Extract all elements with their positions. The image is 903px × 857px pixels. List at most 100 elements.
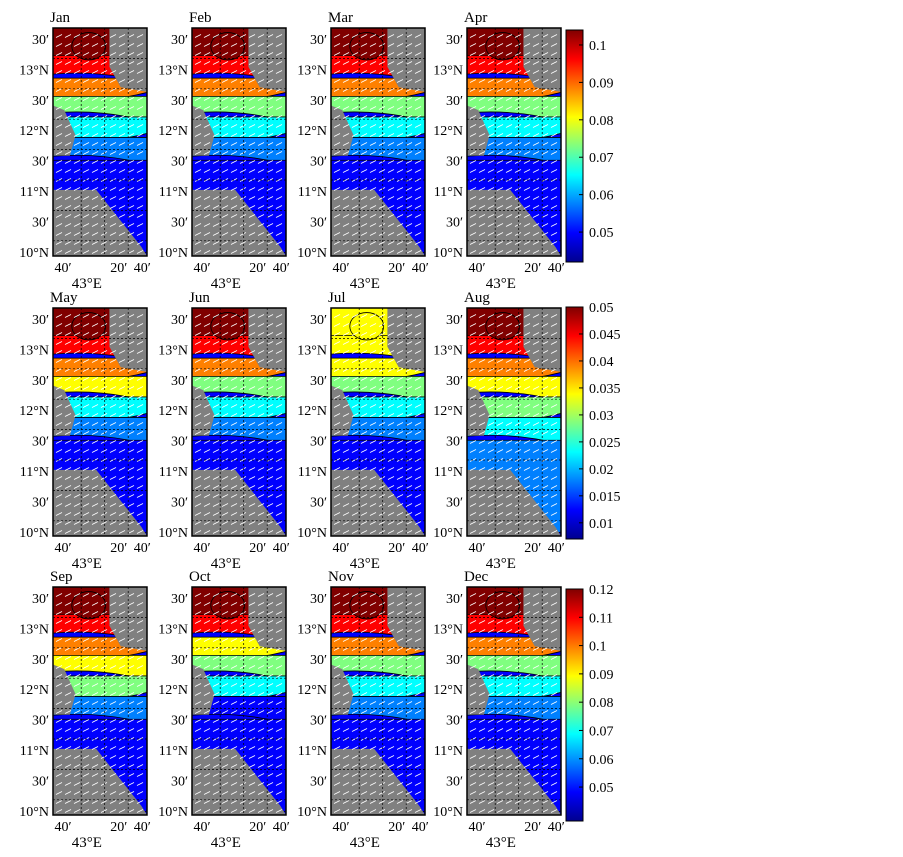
current-vectors [469, 314, 558, 534]
land-arabia [523, 308, 561, 372]
panel-title: Apr [464, 10, 487, 26]
panel-title: Oct [189, 569, 211, 585]
y-tick-label: 30′ [171, 714, 188, 729]
x-tick-label: 40′ [548, 820, 565, 835]
x-tick-label: 20′ [110, 261, 127, 276]
y-tick-label: 30′ [446, 155, 463, 170]
land-somalia [53, 748, 147, 815]
x-tick-label: 40′ [273, 820, 290, 835]
x-tick-label: 20′ [388, 261, 405, 276]
land-arabia [523, 28, 561, 92]
grid-lines [467, 28, 561, 256]
panel-frame [466, 27, 562, 257]
y-tick-label: 30′ [32, 435, 49, 450]
panel-frame [191, 27, 287, 257]
y-tick-label: 12°N [19, 124, 49, 139]
x-tick-label: 40′ [134, 261, 151, 276]
y-tick-label: 30′ [310, 774, 327, 789]
y-tick-label: 12°N [158, 404, 188, 419]
grid-lines [192, 308, 286, 536]
y-tick-label: 30′ [310, 155, 327, 170]
x-tick-label: 40′ [412, 541, 429, 556]
y-tick-label: 30′ [446, 374, 463, 389]
y-tick-label: 11°N [20, 185, 49, 200]
field-layer [53, 308, 147, 536]
land-somalia [331, 748, 425, 815]
panel-title: Jun [189, 290, 210, 306]
land-arabia [387, 308, 425, 372]
y-tick-label: 12°N [297, 124, 327, 139]
panel-frame [52, 27, 148, 257]
y-tick-label: 30′ [32, 714, 49, 729]
land-arabia [523, 587, 561, 651]
x-tick-label: 40′ [54, 820, 71, 835]
x-tick-label: 40′ [548, 261, 565, 276]
y-tick-label: 11°N [159, 185, 188, 200]
panel-frame [330, 586, 426, 816]
land-somalia [192, 469, 286, 536]
panel-frame [191, 586, 287, 816]
y-tick-label: 30′ [446, 774, 463, 789]
y-tick-label: 30′ [171, 313, 188, 328]
x-tick-label: 20′ [249, 820, 266, 835]
field-layer [331, 587, 425, 815]
field-core [210, 312, 246, 341]
x-tick-label: 20′ [110, 820, 127, 835]
y-tick-label: 30′ [32, 33, 49, 48]
y-tick-label: 11°N [298, 465, 327, 480]
colorbar-tick-label: 0.08 [589, 696, 614, 711]
x-tick-label: 40′ [332, 261, 349, 276]
x-tick-label: 40′ [548, 541, 565, 556]
current-vectors [333, 314, 422, 534]
x-tick-label: 40′ [193, 261, 210, 276]
x-tick-label: 40′ [273, 541, 290, 556]
current-vectors [55, 314, 144, 534]
colorbar-tick-label: 0.07 [589, 724, 614, 739]
panel-title: Jan [50, 10, 70, 26]
field-core [71, 591, 107, 620]
y-tick-label: 30′ [171, 495, 188, 510]
land-arabia [109, 308, 147, 372]
y-tick-label: 13°N [158, 63, 188, 78]
current-vectors [333, 593, 422, 813]
y-tick-label: 30′ [446, 94, 463, 109]
x-tick-label: 40′ [273, 261, 290, 276]
colorbar-row-2: 0.05 0.045 0.04 0.035 0.03 0.025 0.02 0.015 0.01 [565, 301, 621, 540]
colorbar-tick-label: 0.06 [589, 753, 614, 768]
colorbar [565, 306, 584, 540]
panel-title: Mar [328, 10, 353, 26]
current-vectors [194, 314, 283, 534]
field-layer [467, 587, 561, 815]
x-tick-label: 40′ [468, 261, 485, 276]
grid-lines [331, 28, 425, 256]
colorbar-tick-label: 0.015 [589, 490, 621, 505]
y-tick-label: 30′ [446, 435, 463, 450]
field-core [71, 312, 107, 341]
field-layer [467, 308, 561, 536]
panel-title: Aug [464, 290, 490, 306]
y-tick-label: 10°N [158, 526, 188, 541]
field-layer [331, 308, 425, 536]
y-tick-label: 11°N [298, 185, 327, 200]
y-tick-label: 11°N [159, 744, 188, 759]
y-tick-label: 30′ [310, 714, 327, 729]
x-center-label: 43°E [486, 276, 516, 292]
x-center-label: 43°E [350, 835, 380, 851]
y-tick-label: 30′ [310, 313, 327, 328]
y-tick-label: 30′ [32, 592, 49, 607]
land-somalia [467, 748, 561, 815]
land-somalia [53, 469, 147, 536]
y-tick-label: 10°N [158, 805, 188, 820]
land-arabia [109, 28, 147, 92]
y-tick-label: 30′ [32, 653, 49, 668]
field-core [349, 32, 385, 61]
land-somalia [192, 189, 286, 256]
colorbar-row-3: 0.12 0.11 0.1 0.09 0.08 0.07 0.06 0.05 [565, 583, 614, 822]
y-tick-label: 13°N [297, 343, 327, 358]
field-core [349, 591, 385, 620]
y-tick-label: 30′ [446, 592, 463, 607]
